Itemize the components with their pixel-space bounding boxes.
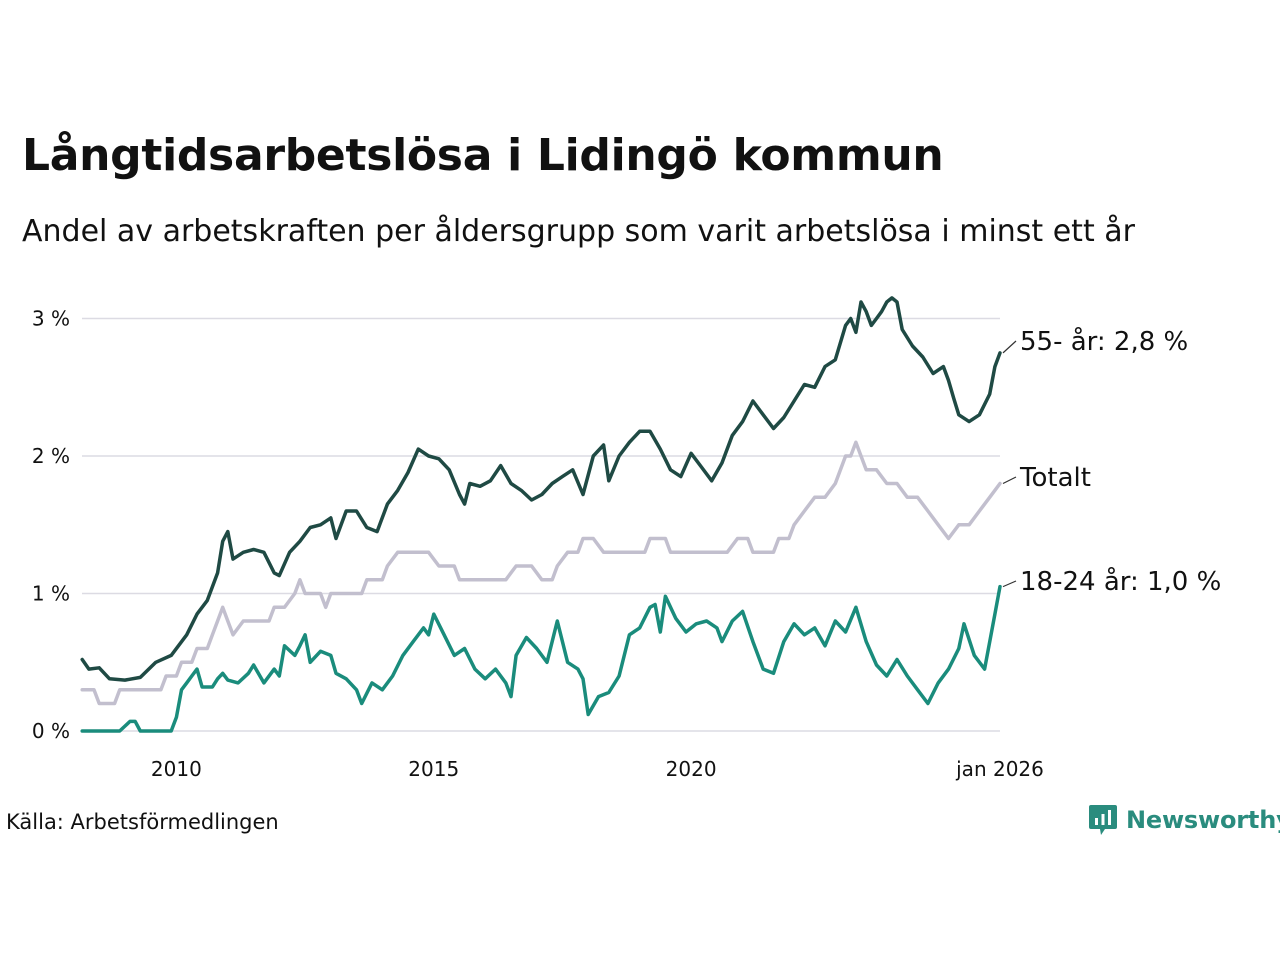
series-line-age55 <box>80 296 1002 682</box>
series-line-total <box>80 440 1002 706</box>
y-tick-label-2: 2 % <box>32 444 70 468</box>
end-label-age55: 55- år: 2,8 % <box>1020 326 1188 357</box>
x-tick-label-1: 2015 <box>408 757 459 781</box>
y-axis-ticks: 0 % 1 % 2 % 3 % <box>32 307 70 744</box>
y-tick-label-3: 3 % <box>32 307 70 331</box>
end-label-leader-total <box>1002 476 1017 485</box>
brand-logo[interactable]: Newsworthy <box>1088 803 1280 837</box>
end-label-leader-age18 <box>1002 580 1017 588</box>
series-line-age18 <box>80 584 1002 733</box>
y-tick-label-0: 0 % <box>32 719 70 743</box>
x-tick-label-2: 2020 <box>666 757 717 781</box>
end-label-age18: 18-24 år: 1,0 % <box>1020 566 1221 597</box>
newsworthy-chart-icon <box>1089 805 1117 835</box>
series-layer <box>80 296 1002 733</box>
x-tick-label-3: jan 2026 <box>955 757 1044 781</box>
chart-title: Långtidsarbetslösa i Lidingö kommun <box>22 130 944 181</box>
grid-layer <box>82 317 1000 732</box>
source-note: Källa: Arbetsförmedlingen <box>6 810 279 834</box>
chart-subtitle: Andel av arbetskraften per åldersgrupp s… <box>22 214 1135 249</box>
end-labels: Totalt 18-24 år: 1,0 % 55- år: 2,8 % <box>1002 326 1221 597</box>
end-label-leader-age55 <box>1002 340 1017 354</box>
end-label-total: Totalt <box>1019 463 1091 493</box>
x-tick-label-0: 2010 <box>151 757 202 781</box>
brand-name: Newsworthy <box>1126 806 1280 834</box>
x-axis-ticks: 2010 2015 2020 jan 2026 <box>151 757 1044 781</box>
y-tick-label-1: 1 % <box>32 582 70 606</box>
